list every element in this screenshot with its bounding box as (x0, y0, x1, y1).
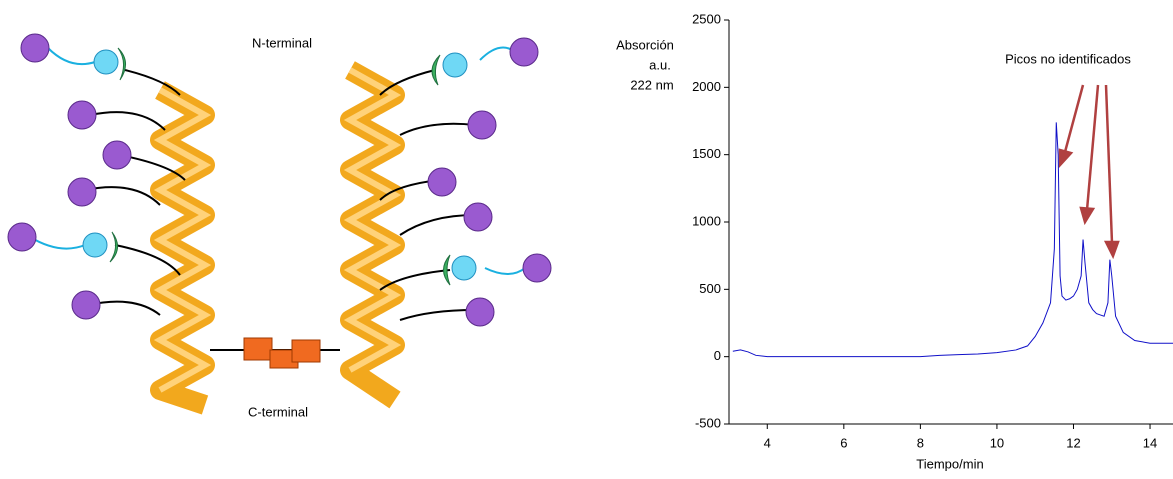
y-tick-label: 1000 (692, 213, 721, 228)
data-line (733, 122, 1173, 356)
linker-block (244, 338, 272, 360)
chromatogram: Absorción a.u. 222 nm Tiempo/min Picos n… (616, 11, 1173, 471)
purple-beads (8, 34, 551, 326)
c-terminal-label: C-terminal (248, 404, 308, 419)
y-tick-label: 2500 (692, 11, 721, 26)
y-tick-label: -500 (695, 415, 721, 430)
x-tick-label: 12 (1066, 435, 1080, 450)
x-tick-label: 8 (917, 435, 924, 450)
x-tick-label: 10 (990, 435, 1004, 450)
figure: N-terminal C-terminal Absorción a.u. 222… (0, 0, 1173, 474)
y-axis-label: Absorción (616, 37, 674, 52)
annotation: Picos no identificados (1005, 51, 1131, 66)
y-axis-label: 222 nm (630, 77, 673, 92)
helix-diagram: N-terminal C-terminal (8, 34, 551, 419)
y-tick-label: 0 (714, 348, 721, 363)
y-axis-label: a.u. (649, 57, 671, 72)
linker-block (292, 340, 320, 362)
n-terminal-label: N-terminal (252, 35, 312, 50)
cyan-beads (83, 48, 476, 285)
x-tick-label: 6 (840, 435, 847, 450)
annotation-arrows (1060, 85, 1118, 256)
y-tick-label: 2000 (692, 79, 721, 94)
x-tick-label: 14 (1143, 435, 1157, 450)
x-tick-label: 4 (764, 435, 771, 450)
y-tick-label: 1500 (692, 146, 721, 161)
y-tick-label: 500 (699, 281, 721, 296)
x-axis-label: Tiempo/min (916, 456, 983, 471)
